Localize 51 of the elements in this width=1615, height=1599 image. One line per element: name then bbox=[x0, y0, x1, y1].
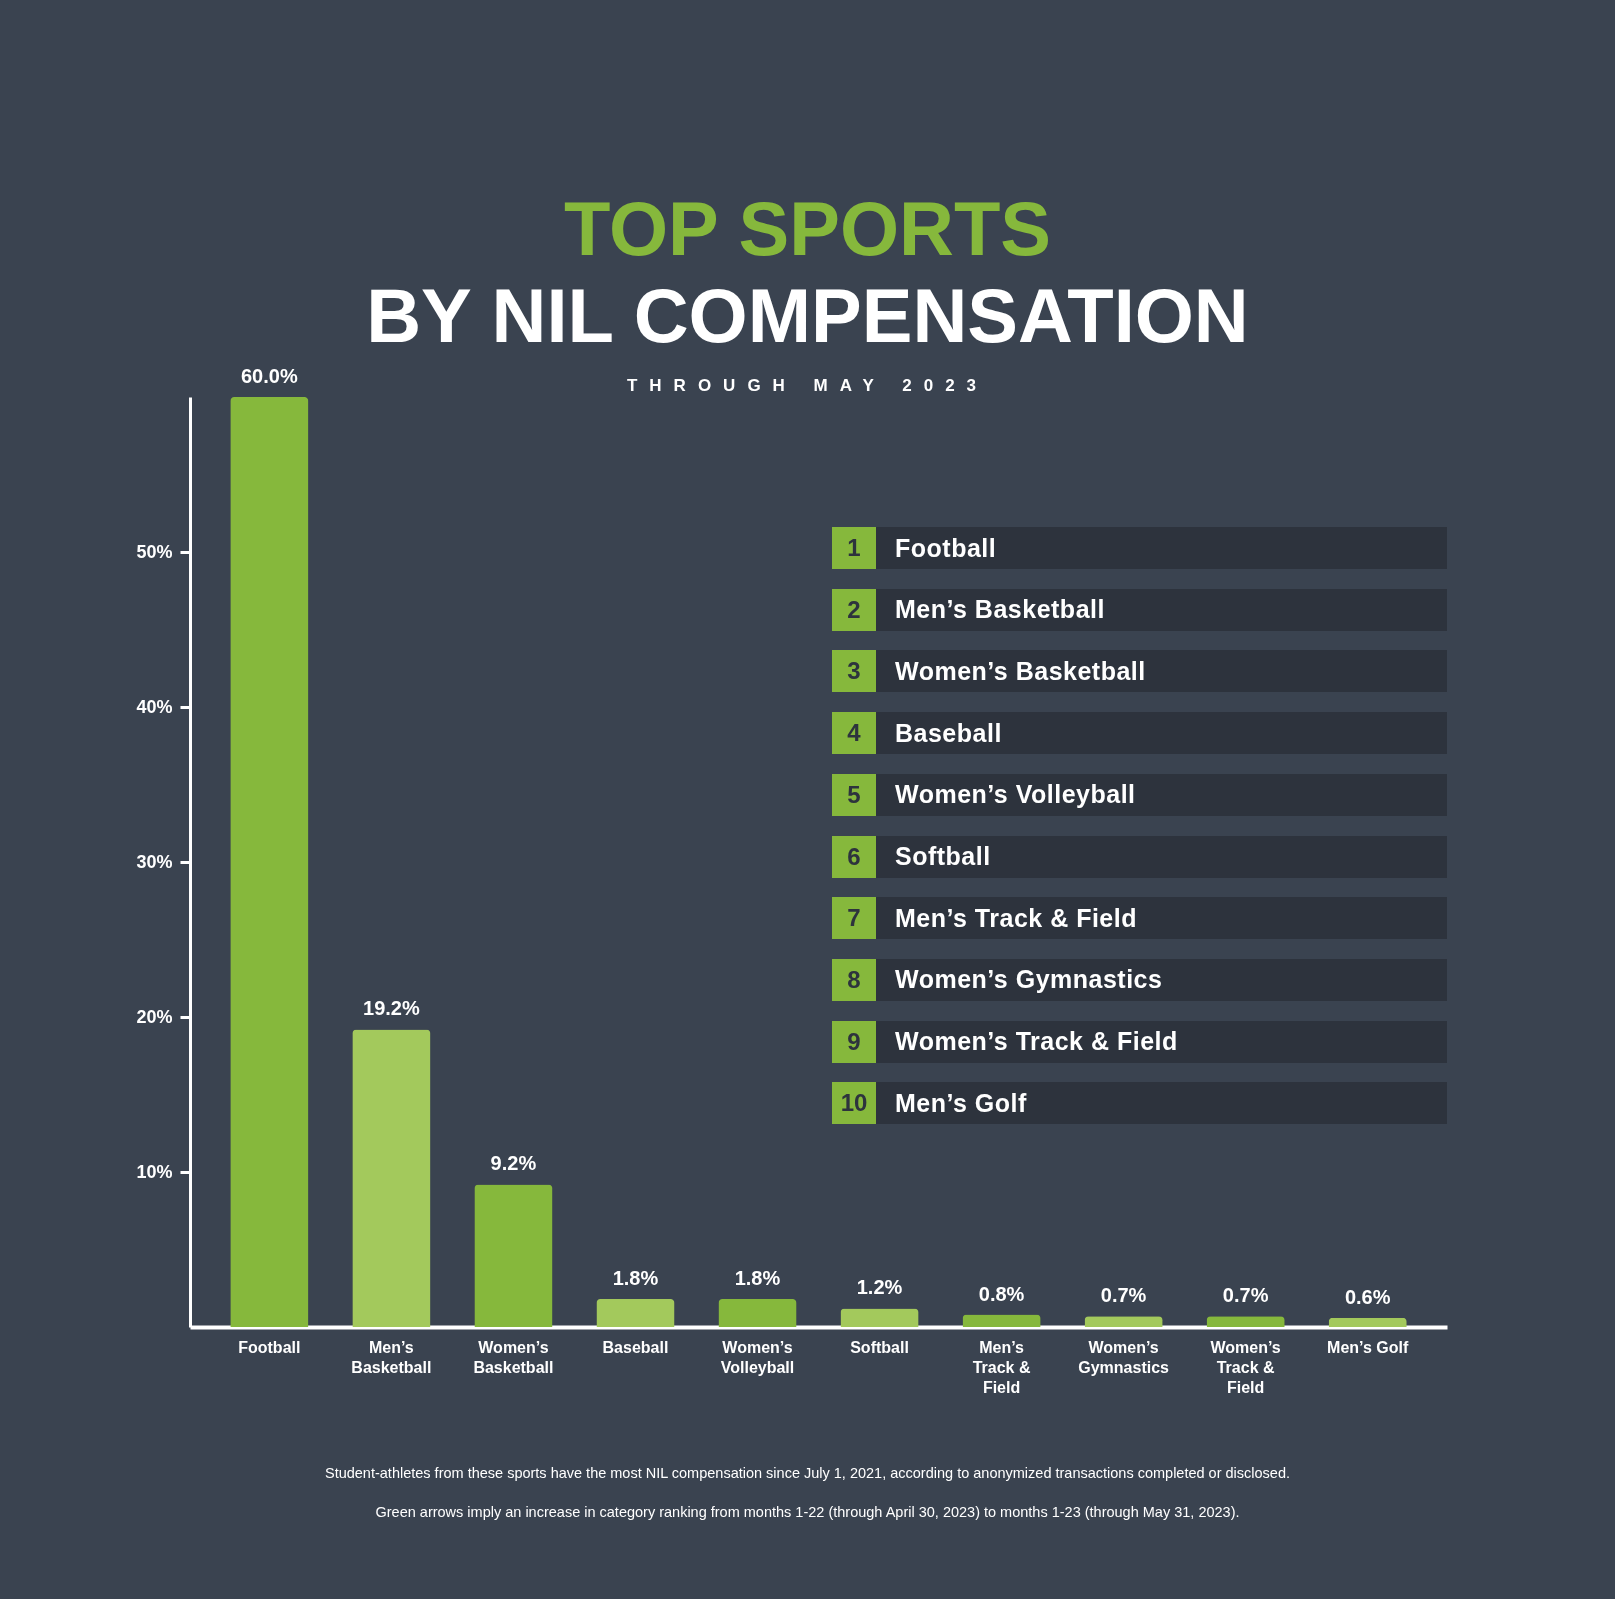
bar bbox=[352, 1029, 431, 1327]
ranking-row: 7 Men’s Track & Field bbox=[832, 897, 1447, 940]
bar bbox=[230, 397, 309, 1327]
annotation: 10 Men’s Golf bbox=[839, 1087, 1027, 1119]
text: Student-athletes from these sports have the most NIL compensation since July 1, 2021, according to anonymized transactions completed or disclosed. bbox=[323, 1465, 1291, 1481]
x-tick-label: Men’s Basketball bbox=[351, 1338, 432, 1376]
bar bbox=[718, 1299, 797, 1327]
bar bbox=[1206, 1316, 1285, 1327]
ranking-row: 1 Football bbox=[832, 527, 1447, 569]
data-label: 9.2% bbox=[490, 1152, 537, 1175]
bar bbox=[840, 1308, 919, 1327]
bar bbox=[1328, 1317, 1407, 1327]
ranking-row: 8 Women’s Gymnastics bbox=[832, 958, 1447, 1001]
data-label: 0.7% bbox=[1100, 1284, 1147, 1307]
data-label: 0.8% bbox=[978, 1282, 1025, 1305]
ranking-row: 3 Women’s Basketball bbox=[832, 650, 1447, 693]
ranking-row: 9 Women’s Track & Field bbox=[832, 1020, 1447, 1063]
x-tick-label: Men’s Golf bbox=[1327, 1338, 1409, 1356]
y-tick-label: 10% bbox=[136, 1161, 173, 1182]
ranking-row: 10 Men’s Golf bbox=[832, 1082, 1447, 1125]
y-tick-label: 20% bbox=[136, 1006, 173, 1027]
data-label: 1.8% bbox=[734, 1267, 781, 1290]
x-tick-label: Baseball bbox=[602, 1338, 669, 1356]
text: THROUGH MAY 2023 bbox=[626, 376, 989, 395]
bar bbox=[474, 1184, 553, 1327]
chart-subtitle: BY NIL COMPENSATION bbox=[365, 272, 1250, 359]
x-tick-label: Women’s Volleyball bbox=[720, 1338, 795, 1376]
y-tick-label: 50% bbox=[136, 541, 173, 562]
x-tick-label: Softball bbox=[850, 1338, 909, 1356]
x-tick-label: Women’s Gymnastics bbox=[1078, 1338, 1170, 1376]
x-tick-label: Men’s Track & Field bbox=[972, 1338, 1031, 1396]
bar bbox=[596, 1299, 675, 1327]
x-tick-label: Women’s Track & Field bbox=[1210, 1338, 1281, 1396]
ranking-row: 4 Baseball bbox=[832, 712, 1447, 755]
data-label: 1.8% bbox=[612, 1267, 659, 1290]
y-tick-label: 30% bbox=[136, 851, 173, 872]
text: Green arrows imply an increase in category ranking from months 1-22 (through April 30, 2023) to months 1-23 (through May 31, 2023). bbox=[374, 1504, 1241, 1520]
data-label: 19.2% bbox=[363, 997, 420, 1020]
bar bbox=[962, 1314, 1041, 1327]
data-label: 1.2% bbox=[856, 1276, 903, 1299]
chart-title: TOP SPORTS bbox=[562, 185, 1053, 272]
ranking-row: 2 Men’s Basketball bbox=[832, 588, 1447, 631]
data-label: 0.6% bbox=[1344, 1285, 1391, 1308]
ranking-row: 5 Women’s Volleyball bbox=[832, 773, 1447, 816]
x-tick-label: Football bbox=[238, 1338, 301, 1356]
data-label: 60.0% bbox=[240, 365, 298, 387]
ranking-row: 6 Softball bbox=[832, 835, 1447, 878]
y-tick-label: 40% bbox=[136, 696, 173, 717]
bar bbox=[1084, 1316, 1163, 1327]
data-label: 0.7% bbox=[1222, 1284, 1269, 1307]
x-tick-label: Women’s Basketball bbox=[473, 1338, 554, 1376]
